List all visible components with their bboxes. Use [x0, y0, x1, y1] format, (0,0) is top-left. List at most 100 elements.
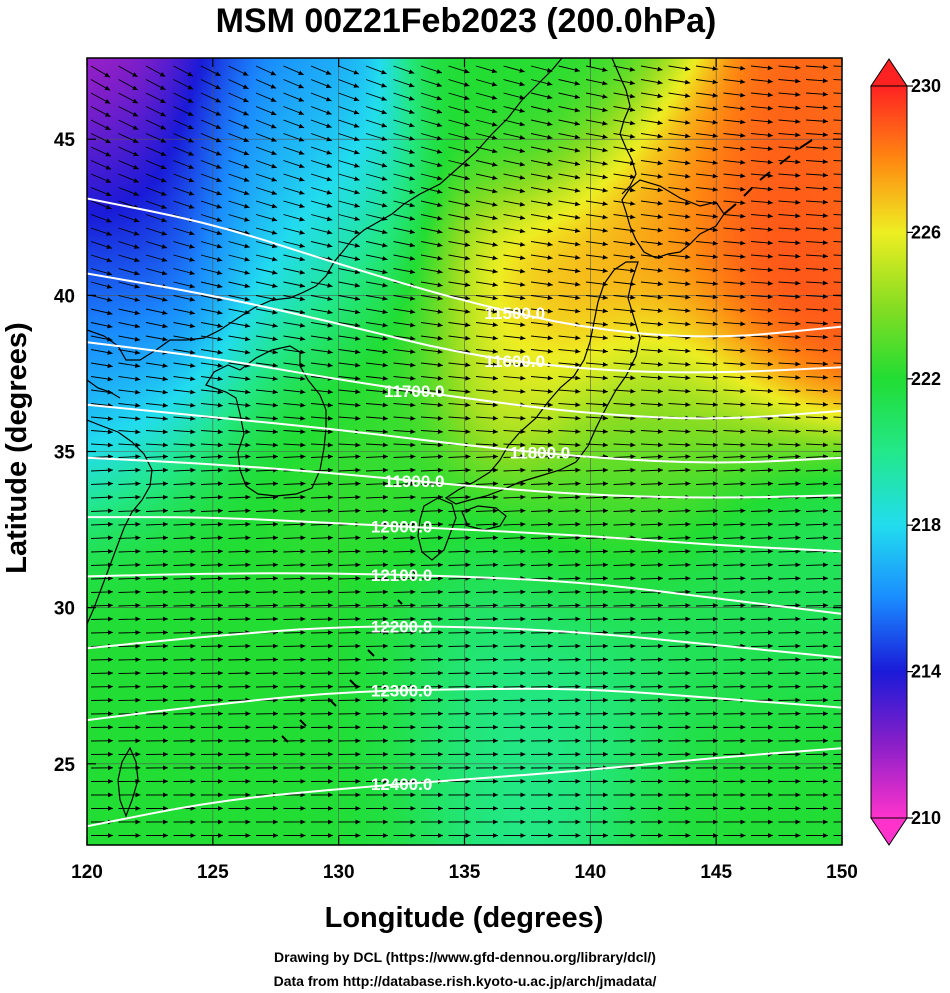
- wind-vector-head: [243, 124, 249, 129]
- wind-vector-head: [382, 657, 388, 662]
- wind-vector-head: [354, 163, 360, 168]
- wind-vector-head: [685, 562, 691, 568]
- wind-vector-head: [657, 66, 663, 72]
- wind-vector-head: [602, 241, 608, 247]
- wind-vector-head: [740, 79, 746, 84]
- wind-vector-head: [658, 724, 663, 730]
- wind-vector-head: [823, 724, 828, 730]
- wind-vector-head: [520, 454, 526, 460]
- wind-vector-head: [245, 779, 251, 784]
- wind-vector-head: [218, 806, 223, 811]
- height-contour: [87, 197, 842, 338]
- wind-vector-head: [382, 309, 388, 315]
- wind-vector-head: [437, 349, 443, 354]
- wind-vector-head: [383, 806, 388, 811]
- wind-vector-head: [354, 216, 360, 221]
- wind-vector-head: [465, 362, 471, 368]
- wind-vector-head: [740, 267, 746, 273]
- wind-vector-head: [519, 215, 526, 220]
- wind-vector-head: [134, 244, 140, 249]
- wind-vector-head: [300, 494, 306, 500]
- wind-vector-head: [437, 603, 443, 608]
- height-contour: [87, 687, 842, 722]
- wind-vector-head: [520, 535, 526, 541]
- wind-vector-head: [464, 68, 470, 74]
- wind-vector-head: [547, 576, 553, 581]
- wind-vector-head: [520, 657, 526, 662]
- wind-vector-head: [245, 711, 251, 717]
- wind-vector-head: [107, 350, 113, 355]
- wind-vector-head: [300, 819, 306, 825]
- wind-vector-head: [548, 751, 553, 757]
- wind-vector-head: [713, 819, 718, 825]
- wind-vector-head: [850, 132, 855, 137]
- wind-vector-head: [245, 657, 251, 662]
- wind-vector-head: [355, 562, 361, 568]
- wind-vector-head: [712, 66, 718, 71]
- height-contour: [87, 747, 842, 828]
- wind-vector-head: [630, 562, 636, 568]
- wind-vector-head: [465, 792, 471, 798]
- wind-vector-head: [272, 670, 278, 676]
- wind-vector-head: [132, 72, 138, 77]
- wind-vector-head: [602, 549, 608, 554]
- wind-vector-head: [520, 643, 526, 649]
- wind-vector-head: [327, 643, 333, 649]
- wind-vector-head: [106, 218, 112, 223]
- wind-vector-head: [353, 109, 360, 115]
- wind-vector: [833, 564, 842, 566]
- wind-vector-head: [795, 833, 801, 838]
- wind-vector-head: [850, 416, 855, 421]
- wind-vector-head: [767, 361, 773, 367]
- wind-vector-head: [767, 186, 773, 192]
- wind-vector-head: [327, 243, 333, 248]
- wind-vector-head: [795, 697, 801, 703]
- wind-vector-head: [657, 535, 663, 541]
- wind-vector-head: [300, 779, 306, 784]
- wind-vector-head: [795, 508, 801, 514]
- wind-vector: [833, 187, 842, 189]
- wind-vector-head: [245, 549, 251, 554]
- x-tick-label: 120: [71, 862, 103, 883]
- wind-vector-head: [575, 362, 581, 367]
- wind-vector-head: [134, 257, 140, 263]
- wind-vector-head: [327, 589, 333, 595]
- wind-vector-head: [822, 240, 828, 245]
- wind-vector-head: [548, 738, 553, 744]
- wind-vector-head: [740, 442, 746, 448]
- wind-vector: [833, 416, 842, 418]
- wind-vector-head: [381, 189, 388, 195]
- wind-vector-head: [133, 217, 140, 223]
- wind-vector-head: [355, 765, 361, 771]
- wind-vector-head: [685, 160, 691, 166]
- wind-vector-head: [519, 81, 525, 87]
- wind-vector-head: [795, 429, 801, 434]
- wind-vector-head: [218, 738, 223, 744]
- wind-vector-head: [850, 159, 855, 164]
- wind-vector-head: [822, 280, 828, 286]
- wind-vector-head: [850, 495, 855, 500]
- wind-vector-head: [135, 792, 141, 798]
- wind-vector-head: [546, 81, 553, 86]
- wind-vector-head: [602, 362, 608, 367]
- wind-vector-head: [795, 146, 801, 151]
- wind-vector-head: [465, 322, 471, 328]
- wind-vector-head: [273, 819, 278, 825]
- wind-vector-head: [491, 81, 498, 87]
- wind-vector-head: [134, 350, 141, 355]
- wind-vector-head: [409, 202, 415, 208]
- wind-vector-head: [300, 442, 306, 448]
- wind-vector-head: [492, 188, 498, 194]
- wind-vector-head: [740, 106, 746, 111]
- wind-vector-head: [795, 589, 801, 595]
- wind-vector-head: [162, 657, 168, 662]
- wind-vector-head: [795, 630, 801, 635]
- wind-vector-head: [409, 256, 416, 261]
- wind-vector: [833, 578, 842, 580]
- wind-vector-head: [161, 204, 167, 209]
- wind-vector-head: [162, 589, 168, 595]
- wind-vector-head: [575, 481, 581, 487]
- wind-vector-head: [768, 724, 773, 730]
- wind-vector-head: [547, 549, 553, 554]
- wind-vector-head: [355, 454, 361, 460]
